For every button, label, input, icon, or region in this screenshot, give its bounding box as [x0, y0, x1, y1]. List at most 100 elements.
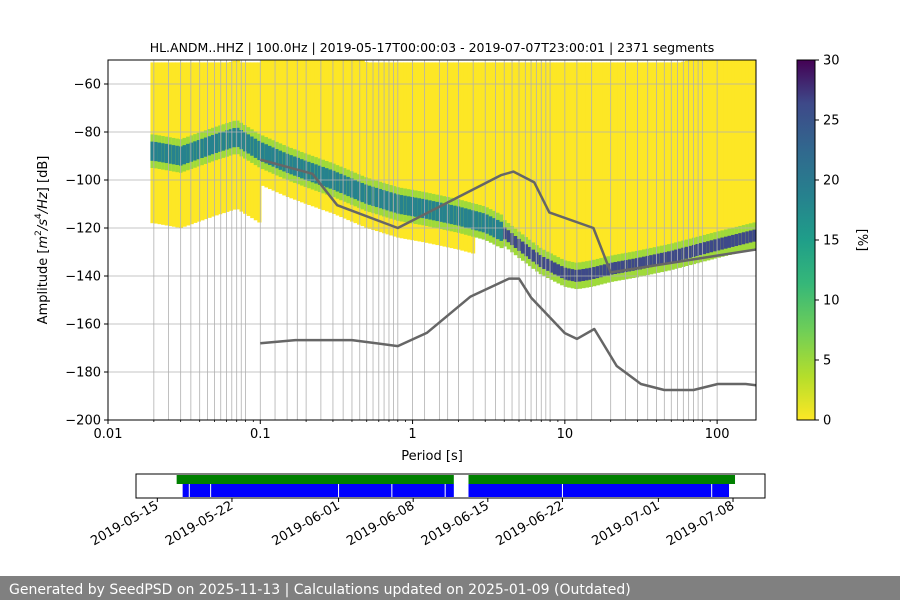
- date-tick-label: 2019-06-01: [270, 498, 343, 549]
- coverage-bars: [176, 475, 736, 497]
- heat-core: [260, 142, 266, 162]
- heat-core: [649, 255, 654, 268]
- heat-band: [428, 62, 433, 244]
- colorbar-tick-label: 20: [823, 174, 840, 189]
- coverage-green-segment: [468, 475, 736, 484]
- heat-band: [332, 60, 337, 215]
- heat-core: [278, 150, 283, 170]
- colorbar: 0 5 10 15 20 25 30 [%]: [796, 54, 869, 429]
- heat-band: [367, 62, 372, 229]
- heat-core: [684, 246, 689, 259]
- heat-band: [360, 60, 365, 227]
- heat-core: [161, 143, 166, 163]
- heat-core: [207, 136, 212, 156]
- heat-band: [328, 60, 333, 213]
- heat-band: [535, 62, 540, 268]
- heat-core: [317, 165, 323, 185]
- heat-band: [364, 62, 369, 228]
- heat-core: [588, 267, 593, 280]
- heat-core: [577, 269, 583, 282]
- heat-core: [592, 267, 597, 280]
- psd-figure: HL.ANDM..HHZ | 100.0Hz | 2019-05-17T00:0…: [34, 40, 869, 549]
- heat-core: [360, 182, 365, 203]
- heat-band: [300, 60, 305, 203]
- heat-core: [563, 267, 568, 280]
- heat-core: [741, 232, 746, 245]
- heat-core: [200, 138, 205, 158]
- heat-core: [702, 242, 707, 255]
- heat-band: [684, 60, 689, 261]
- heat-core: [324, 168, 330, 188]
- footer-text: Generated by SeedPSD on 2025-11-13 | Cal…: [9, 582, 631, 598]
- heat-band: [752, 60, 756, 243]
- heat-core: [250, 136, 255, 156]
- heat-core: [218, 132, 223, 152]
- y-tick-label: −180: [65, 366, 101, 381]
- heat-core: [364, 184, 369, 204]
- heat-band: [506, 62, 511, 246]
- heat-core: [332, 170, 337, 191]
- heat-band: [481, 62, 486, 233]
- heat-band: [528, 62, 533, 263]
- heat-band: [346, 60, 351, 221]
- heat-core: [196, 140, 201, 160]
- y-tick-label: −140: [65, 270, 101, 285]
- heat-core: [335, 172, 340, 192]
- heat-core: [524, 244, 529, 257]
- heat-band: [602, 62, 607, 278]
- heat-band: [285, 60, 290, 197]
- heat-core: [460, 207, 465, 227]
- heat-core: [168, 144, 173, 164]
- heat-band: [706, 60, 711, 255]
- heat-band: [595, 62, 600, 280]
- heat-core: [214, 133, 219, 153]
- heat-core: [150, 141, 155, 161]
- heat-band: [531, 62, 536, 266]
- heat-core: [528, 246, 533, 259]
- heat-core: [552, 262, 558, 275]
- heat-core: [449, 204, 454, 225]
- heat-core: [374, 187, 380, 208]
- heat-core: [620, 260, 625, 273]
- heat-band: [666, 62, 672, 265]
- plot-frame: [107, 59, 757, 421]
- heat-band: [267, 60, 273, 190]
- heat-core: [520, 241, 526, 254]
- heat-core: [659, 252, 664, 265]
- colorbar-label: [%]: [854, 229, 869, 252]
- heat-core: [613, 261, 618, 274]
- heat-band: [574, 62, 579, 284]
- heat-core: [663, 252, 668, 265]
- heat-band: [609, 62, 615, 276]
- heat-band: [738, 60, 743, 247]
- grid-lines: [108, 60, 756, 420]
- heat-core: [666, 251, 672, 264]
- heat-core: [182, 145, 187, 165]
- heat-band: [357, 60, 362, 225]
- y-tick-label: −200: [65, 414, 101, 429]
- heat-band: [677, 62, 682, 262]
- heat-core: [307, 161, 312, 182]
- heat-band: [442, 62, 447, 247]
- heat-core: [549, 260, 554, 273]
- heat-core: [617, 261, 622, 274]
- heat-band: [310, 60, 315, 207]
- colorbar-ticks: 0 5 10 15 20 25 30: [815, 54, 840, 429]
- heat-band: [289, 60, 294, 199]
- heat-band: [499, 62, 504, 241]
- heat-band: [431, 62, 437, 245]
- heat-band: [374, 62, 380, 232]
- heat-band: [406, 62, 412, 240]
- heat-band: [478, 62, 483, 232]
- heat-core: [421, 198, 426, 219]
- heat-band: [695, 60, 700, 258]
- heat-band: [324, 60, 330, 212]
- heat-band: [627, 62, 632, 273]
- heat-core: [691, 244, 697, 257]
- heat-band: [503, 62, 508, 243]
- heat-band: [392, 62, 397, 237]
- heat-band: [606, 62, 611, 277]
- y-tick-label: −100: [65, 174, 101, 189]
- coverage-green-segment: [176, 475, 454, 484]
- heat-band: [317, 60, 323, 209]
